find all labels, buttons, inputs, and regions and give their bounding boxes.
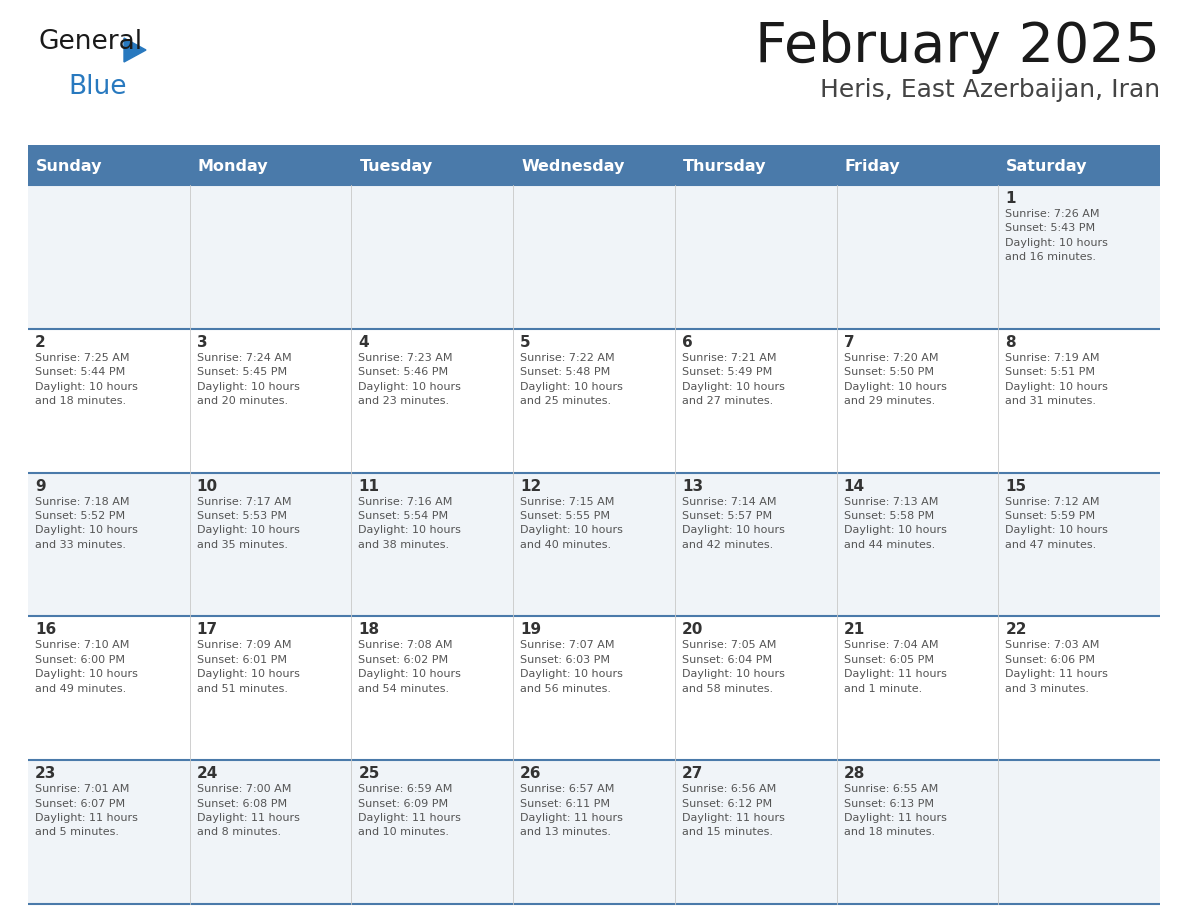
Text: 17: 17 (197, 622, 217, 637)
Text: 3: 3 (197, 335, 208, 350)
Text: 20: 20 (682, 622, 703, 637)
Text: Sunrise: 7:13 AM
Sunset: 5:58 PM
Daylight: 10 hours
and 44 minutes.: Sunrise: 7:13 AM Sunset: 5:58 PM Dayligh… (843, 497, 947, 550)
Text: Sunrise: 7:20 AM
Sunset: 5:50 PM
Daylight: 10 hours
and 29 minutes.: Sunrise: 7:20 AM Sunset: 5:50 PM Dayligh… (843, 353, 947, 406)
Text: 19: 19 (520, 622, 542, 637)
Text: Heris, East Azerbaijan, Iran: Heris, East Azerbaijan, Iran (820, 78, 1159, 102)
Text: 4: 4 (359, 335, 369, 350)
Text: Sunrise: 7:18 AM
Sunset: 5:52 PM
Daylight: 10 hours
and 33 minutes.: Sunrise: 7:18 AM Sunset: 5:52 PM Dayligh… (34, 497, 138, 550)
Text: 23: 23 (34, 767, 56, 781)
Text: Sunrise: 7:01 AM
Sunset: 6:07 PM
Daylight: 11 hours
and 5 minutes.: Sunrise: 7:01 AM Sunset: 6:07 PM Dayligh… (34, 784, 138, 837)
Text: Sunrise: 6:59 AM
Sunset: 6:09 PM
Daylight: 11 hours
and 10 minutes.: Sunrise: 6:59 AM Sunset: 6:09 PM Dayligh… (359, 784, 461, 837)
Text: Sunrise: 7:10 AM
Sunset: 6:00 PM
Daylight: 10 hours
and 49 minutes.: Sunrise: 7:10 AM Sunset: 6:00 PM Dayligh… (34, 641, 138, 694)
Bar (29, 185, 1159, 329)
Text: 1: 1 (1005, 191, 1016, 206)
Text: Sunrise: 6:56 AM
Sunset: 6:12 PM
Daylight: 11 hours
and 15 minutes.: Sunrise: 6:56 AM Sunset: 6:12 PM Dayligh… (682, 784, 785, 837)
Text: 10: 10 (197, 478, 217, 494)
Text: 8: 8 (1005, 335, 1016, 350)
Text: Sunrise: 7:25 AM
Sunset: 5:44 PM
Daylight: 10 hours
and 18 minutes.: Sunrise: 7:25 AM Sunset: 5:44 PM Dayligh… (34, 353, 138, 406)
Text: 24: 24 (197, 767, 219, 781)
Text: Sunrise: 7:22 AM
Sunset: 5:48 PM
Daylight: 10 hours
and 25 minutes.: Sunrise: 7:22 AM Sunset: 5:48 PM Dayligh… (520, 353, 623, 406)
Text: Sunrise: 7:16 AM
Sunset: 5:54 PM
Daylight: 10 hours
and 38 minutes.: Sunrise: 7:16 AM Sunset: 5:54 PM Dayligh… (359, 497, 461, 550)
Text: 12: 12 (520, 478, 542, 494)
Text: 16: 16 (34, 622, 56, 637)
Text: 5: 5 (520, 335, 531, 350)
Text: Sunday: Sunday (36, 160, 102, 174)
Bar (29, 145, 1159, 151)
Bar (29, 329, 1159, 473)
Text: Thursday: Thursday (683, 160, 766, 174)
Text: 7: 7 (843, 335, 854, 350)
Text: Saturday: Saturday (1006, 160, 1088, 174)
Text: Tuesday: Tuesday (360, 160, 432, 174)
Text: Sunrise: 7:09 AM
Sunset: 6:01 PM
Daylight: 10 hours
and 51 minutes.: Sunrise: 7:09 AM Sunset: 6:01 PM Dayligh… (197, 641, 299, 694)
Bar (675, 149, 836, 185)
Text: Sunrise: 7:08 AM
Sunset: 6:02 PM
Daylight: 10 hours
and 54 minutes.: Sunrise: 7:08 AM Sunset: 6:02 PM Dayligh… (359, 641, 461, 694)
Bar (998, 149, 1159, 185)
Text: Sunrise: 6:55 AM
Sunset: 6:13 PM
Daylight: 11 hours
and 18 minutes.: Sunrise: 6:55 AM Sunset: 6:13 PM Dayligh… (843, 784, 947, 837)
Text: 18: 18 (359, 622, 379, 637)
Bar (29, 616, 1159, 760)
Text: 6: 6 (682, 335, 693, 350)
Text: Sunrise: 7:19 AM
Sunset: 5:51 PM
Daylight: 10 hours
and 31 minutes.: Sunrise: 7:19 AM Sunset: 5:51 PM Dayligh… (1005, 353, 1108, 406)
Text: 25: 25 (359, 767, 380, 781)
Text: 9: 9 (34, 478, 45, 494)
Text: Monday: Monday (197, 160, 268, 174)
Bar (352, 149, 513, 185)
Text: Sunrise: 6:57 AM
Sunset: 6:11 PM
Daylight: 11 hours
and 13 minutes.: Sunrise: 6:57 AM Sunset: 6:11 PM Dayligh… (520, 784, 623, 837)
Text: Sunrise: 7:07 AM
Sunset: 6:03 PM
Daylight: 10 hours
and 56 minutes.: Sunrise: 7:07 AM Sunset: 6:03 PM Dayligh… (520, 641, 623, 694)
Text: 27: 27 (682, 767, 703, 781)
Bar (29, 473, 1159, 616)
Text: Sunrise: 7:15 AM
Sunset: 5:55 PM
Daylight: 10 hours
and 40 minutes.: Sunrise: 7:15 AM Sunset: 5:55 PM Dayligh… (520, 497, 623, 550)
Text: Sunrise: 7:23 AM
Sunset: 5:46 PM
Daylight: 10 hours
and 23 minutes.: Sunrise: 7:23 AM Sunset: 5:46 PM Dayligh… (359, 353, 461, 406)
Text: 26: 26 (520, 767, 542, 781)
Text: Friday: Friday (845, 160, 901, 174)
Text: 22: 22 (1005, 622, 1026, 637)
Text: 14: 14 (843, 478, 865, 494)
Text: 11: 11 (359, 478, 379, 494)
Text: Blue: Blue (68, 74, 126, 100)
Bar (513, 149, 675, 185)
Text: Sunrise: 7:04 AM
Sunset: 6:05 PM
Daylight: 11 hours
and 1 minute.: Sunrise: 7:04 AM Sunset: 6:05 PM Dayligh… (843, 641, 947, 694)
Text: Sunrise: 7:12 AM
Sunset: 5:59 PM
Daylight: 10 hours
and 47 minutes.: Sunrise: 7:12 AM Sunset: 5:59 PM Dayligh… (1005, 497, 1108, 550)
Text: General: General (38, 29, 143, 55)
Text: Sunrise: 7:03 AM
Sunset: 6:06 PM
Daylight: 11 hours
and 3 minutes.: Sunrise: 7:03 AM Sunset: 6:06 PM Dayligh… (1005, 641, 1108, 694)
Text: Wednesday: Wednesday (522, 160, 625, 174)
Text: Sunrise: 7:26 AM
Sunset: 5:43 PM
Daylight: 10 hours
and 16 minutes.: Sunrise: 7:26 AM Sunset: 5:43 PM Dayligh… (1005, 209, 1108, 263)
Text: Sunrise: 7:14 AM
Sunset: 5:57 PM
Daylight: 10 hours
and 42 minutes.: Sunrise: 7:14 AM Sunset: 5:57 PM Dayligh… (682, 497, 785, 550)
Text: Sunrise: 7:17 AM
Sunset: 5:53 PM
Daylight: 10 hours
and 35 minutes.: Sunrise: 7:17 AM Sunset: 5:53 PM Dayligh… (197, 497, 299, 550)
Bar (836, 149, 998, 185)
Text: 15: 15 (1005, 478, 1026, 494)
Text: February 2025: February 2025 (756, 20, 1159, 74)
Text: 21: 21 (843, 622, 865, 637)
Polygon shape (124, 38, 146, 62)
Text: Sunrise: 7:21 AM
Sunset: 5:49 PM
Daylight: 10 hours
and 27 minutes.: Sunrise: 7:21 AM Sunset: 5:49 PM Dayligh… (682, 353, 785, 406)
Text: 13: 13 (682, 478, 703, 494)
Bar (29, 149, 190, 185)
Text: 2: 2 (34, 335, 46, 350)
Text: 28: 28 (843, 767, 865, 781)
Text: Sunrise: 7:24 AM
Sunset: 5:45 PM
Daylight: 10 hours
and 20 minutes.: Sunrise: 7:24 AM Sunset: 5:45 PM Dayligh… (197, 353, 299, 406)
Bar (190, 149, 352, 185)
Text: Sunrise: 7:05 AM
Sunset: 6:04 PM
Daylight: 10 hours
and 58 minutes.: Sunrise: 7:05 AM Sunset: 6:04 PM Dayligh… (682, 641, 785, 694)
Text: Sunrise: 7:00 AM
Sunset: 6:08 PM
Daylight: 11 hours
and 8 minutes.: Sunrise: 7:00 AM Sunset: 6:08 PM Dayligh… (197, 784, 299, 837)
Bar (29, 760, 1159, 904)
